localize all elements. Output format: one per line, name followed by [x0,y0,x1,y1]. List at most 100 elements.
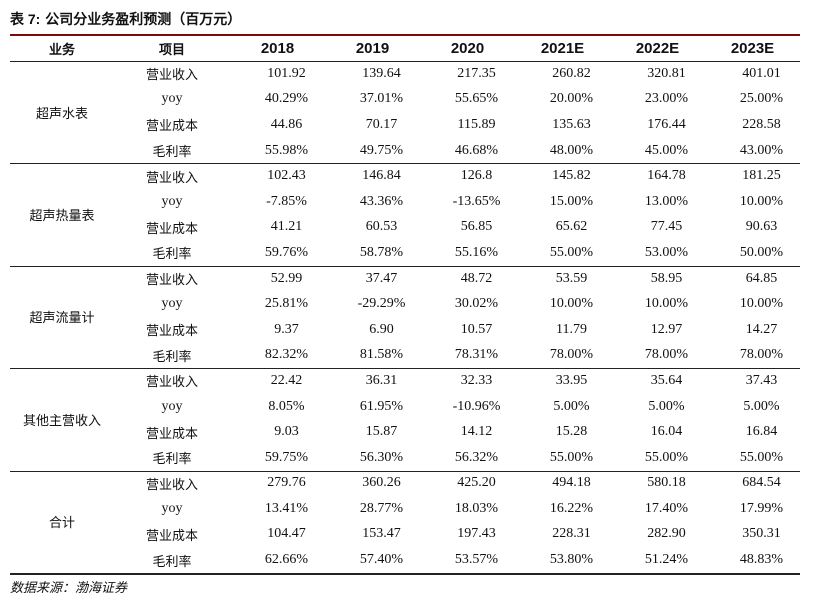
table-row: yoy 25.81% -29.29% 30.02% 10.00% 10.00% 10.00% [10,291,800,317]
value-cell: -10.96% [452,398,501,414]
value-cell: 82.32% [264,347,309,363]
value-cell: 14.12 [460,424,493,440]
value-cell: 8.05% [268,398,305,414]
value-cell: 13.41% [264,500,309,516]
value-cell: 25.81% [264,296,309,312]
header-year: 2021E [540,40,585,57]
value-cell: 90.63 [745,219,778,235]
table-row: 其他主营收入 营业收入 22.42 36.31 32.33 33.95 35.64 37.43 [10,368,800,429]
value-cell: 16.04 [650,424,683,440]
value-cell: 78.00% [739,347,784,363]
value-cell: 494.18 [552,475,591,491]
value-cell: 46.68% [454,142,499,158]
group-separator-line [10,368,800,369]
value-cell: 115.89 [457,116,496,132]
value-cell: 33.95 [555,372,588,388]
header-row: 业务 项目 2018 2019 2020 2021E 2022E 2023E [10,36,800,61]
group-separator-line [10,163,800,164]
table-caption: 公司分业务盈利预测（百万元） [45,12,242,28]
value-cell: 425.20 [457,475,496,491]
value-cell: 228.31 [552,526,591,542]
value-cell: 59.75% [264,449,309,465]
value-cell: 44.86 [270,116,303,132]
value-cell: 64.85 [745,270,778,286]
table-row: yoy 13.41% 28.77% 18.03% 16.22% 17.40% 17.99% [10,496,800,522]
value-cell: -7.85% [266,193,307,209]
item-cell: yoy [161,193,183,209]
table-body: 超声水表 营业收入 101.92 139.64 217.35 260.82 320.81 40… [10,61,800,573]
value-cell: 56.32% [454,449,499,465]
header-business: 业务 [48,43,75,58]
value-cell: 279.76 [267,475,306,491]
value-cell: 5.00% [743,398,780,414]
item-cell: 毛利率 [152,554,192,570]
value-cell: 61.95% [359,398,404,414]
value-cell: 20.00% [549,91,594,107]
business-name-cell: 超声水表 [35,106,88,122]
value-cell: 16.84 [745,424,778,440]
value-cell: 6.90 [369,321,394,337]
item-cell: yoy [161,296,183,312]
value-cell: 58.78% [359,244,404,260]
table-row: 超声热量表 营业收入 102.43 146.84 126.8 145.82 164.78 18… [10,163,800,224]
value-cell: 153.47 [362,526,401,542]
table-row: 毛利率 62.66% 57.40% 53.57% 53.80% 51.24% 48.83% [10,547,800,573]
value-cell: 14.27 [745,321,778,337]
item-cell: yoy [161,398,183,414]
table-row: 营业成本 104.47 153.47 197.43 228.31 282.90 350.31 [10,522,800,548]
value-cell: 126.8 [460,168,493,184]
value-cell: 48.83% [739,552,784,568]
value-cell: 9.37 [274,321,299,337]
value-cell: 55.98% [264,142,309,158]
value-cell: 70.17 [365,116,398,132]
table-row: 营业成本 9.37 6.90 10.57 11.79 12.97 14.27 [10,317,800,343]
table-row: 营业成本 44.86 70.17 115.89 135.63 176.44 228.58 [10,112,800,138]
item-cell: 营业收入 [145,375,198,391]
value-cell: 40.29% [264,91,309,107]
value-cell: -29.29% [357,296,406,312]
item-cell: 营业成本 [145,528,198,544]
value-cell: 17.40% [644,500,689,516]
business-name-cell: 合计 [48,516,75,532]
value-cell: 65.62 [555,219,588,235]
business-name-cell: 超声热量表 [29,209,95,225]
value-cell: 59.76% [264,244,309,260]
value-cell: 32.33 [460,372,493,388]
value-cell: 50.00% [739,244,784,260]
top-rule [10,34,800,36]
item-cell: 毛利率 [152,349,192,365]
item-cell: 营业收入 [145,477,198,493]
value-cell: 37.43 [745,372,778,388]
value-cell: -13.65% [452,193,501,209]
value-cell: 217.35 [457,65,496,81]
value-cell: 360.26 [362,475,401,491]
table-row: 营业成本 41.21 60.53 56.85 65.62 77.45 90.63 [10,215,800,241]
group-separator-line [10,471,800,472]
value-cell: 81.58% [359,347,404,363]
table-row: 营业成本 9.03 15.87 14.12 15.28 16.04 16.84 [10,419,800,445]
value-cell: 401.01 [742,65,781,81]
item-cell: 营业成本 [145,221,198,237]
value-cell: 145.82 [552,168,591,184]
value-cell: 15.87 [365,424,398,440]
header-year: 2020 [450,40,485,57]
value-cell: 60.53 [365,219,398,235]
value-cell: 53.59 [555,270,588,286]
item-cell: yoy [161,500,183,516]
table-row: yoy -7.85% 43.36% -13.65% 15.00% 13.00% 10.00% [10,189,800,215]
value-cell: 320.81 [647,65,686,81]
item-cell: 营业成本 [145,119,198,135]
value-cell: 5.00% [553,398,590,414]
header-year: 2018 [260,40,295,57]
header-year: 2022E [635,40,680,57]
value-cell: 43.36% [359,193,404,209]
value-cell: 350.31 [742,526,781,542]
table-row: 超声流量计 营业收入 52.99 37.47 48.72 53.59 58.95 64.85 [10,266,800,327]
value-cell: 37.47 [365,270,398,286]
table-title: 表 7: 公司分业务盈利预测（百万元） [10,9,241,29]
value-cell: 48.00% [549,142,594,158]
item-cell: 营业收入 [145,68,198,84]
business-name-cell: 超声流量计 [29,311,95,327]
value-cell: 55.65% [454,91,499,107]
value-cell: 9.03 [274,424,299,440]
